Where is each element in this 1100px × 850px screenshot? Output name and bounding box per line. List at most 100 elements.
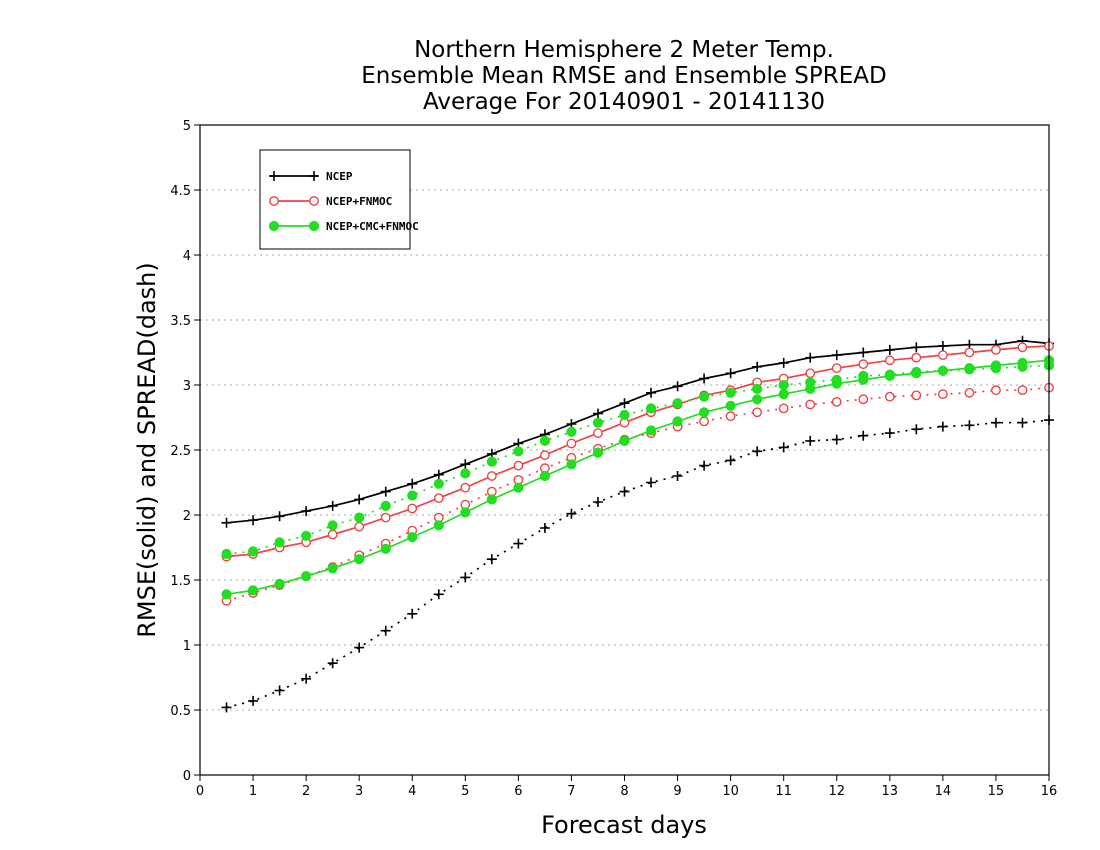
point-ncep-fnmoc-spread [884,391,895,402]
point-ncep-cmc-fnmoc-spread [433,478,444,489]
point-ncep-spread [539,523,550,533]
point-ncep-fnmoc-spread [778,403,789,414]
point-ncep-cmc-fnmoc-rmse [539,470,551,482]
gridlines [200,189,1049,711]
point-ncep-cmc-fnmoc-rmse [380,543,391,554]
point-ncep-spread [274,685,285,696]
point-ncep-cmc-fnmoc-rmse [1017,357,1028,368]
x-tick-label: 11 [775,784,792,799]
y-tick-label: 0.5 [170,704,191,719]
point-ncep-fnmoc-rmse [831,363,842,373]
point-ncep-spread [884,428,895,439]
point-ncep-cmc-fnmoc-rmse [327,563,338,574]
point-ncep-fnmoc-rmse [937,350,948,360]
point-ncep-cmc-fnmoc-rmse [778,389,789,400]
point-ncep-rmse [433,469,444,480]
point-ncep-fnmoc-spread [911,390,922,401]
point-ncep-cmc-fnmoc-spread [645,403,657,414]
legend-marker-ncep [269,171,279,181]
point-ncep-fnmoc-spread [752,407,763,418]
y-tick-label: 5 [183,119,191,134]
point-ncep-fnmoc-rmse [433,493,444,503]
line-ncep-cmc-fnmoc-spread [226,364,1050,555]
point-ncep-cmc-fnmoc-rmse [592,447,604,458]
y-axis-title: RMSE(solid) and SPREAD(dash) [133,262,161,638]
title-line-1: Northern Hemisphere 2 Meter Temp. [414,37,834,63]
point-ncep-fnmoc-rmse [380,512,391,523]
point-ncep-rmse [274,511,285,522]
point-ncep-spread [858,430,869,441]
point-ncep-spread [964,420,975,431]
point-ncep-cmc-fnmoc-spread [778,379,789,391]
point-ncep-spread [937,421,948,432]
point-ncep-rmse [327,500,338,511]
point-ncep-cmc-fnmoc-rmse [354,554,365,565]
point-ncep-cmc-fnmoc-rmse [513,482,524,493]
point-ncep-rmse [407,478,418,489]
x-tick-label: 9 [673,784,681,799]
point-ncep-rmse [752,361,763,372]
point-ncep-rmse [831,350,842,361]
point-ncep-cmc-fnmoc-spread [698,391,710,402]
point-ncep-fnmoc-rmse [964,347,975,358]
point-ncep-cmc-fnmoc-rmse [964,363,975,374]
legend-marker-ncep [309,171,319,181]
x-axis-title: Forecast days [541,811,707,839]
x-tick-label: 8 [620,784,628,799]
point-ncep-fnmoc-rmse [540,450,550,461]
point-ncep-rmse [301,506,312,517]
point-ncep-fnmoc-rmse [1017,342,1028,353]
point-ncep-rmse [699,373,710,384]
point-ncep-fnmoc-spread [725,411,736,422]
y-tick-label: 2.5 [170,444,191,459]
point-ncep-cmc-fnmoc-rmse [937,365,948,376]
point-ncep-cmc-fnmoc-spread [752,383,763,394]
point-ncep-cmc-fnmoc-spread [327,520,338,531]
point-ncep-rmse [858,347,869,358]
point-ncep-spread [672,471,683,481]
point-ncep-spread [752,446,763,457]
point-ncep-rmse [248,515,259,526]
point-ncep-cmc-fnmoc-rmse [752,394,763,405]
point-ncep-spread [486,554,497,565]
line-ncep-cmc-fnmoc-rmse [226,359,1050,596]
point-ncep-cmc-fnmoc-rmse [566,459,577,470]
point-ncep-spread [805,435,816,446]
point-ncep-fnmoc-spread [831,396,842,407]
point-ncep-spread [354,642,365,653]
point-ncep-fnmoc-rmse [407,503,418,514]
axis-ticks: 00.511.522.533.544.550 1 2 3 4 5 6 7 8 9 10 11 12 13 1… [170,119,1057,799]
point-ncep-spread [990,417,1001,428]
point-ncep-spread [460,572,471,583]
y-tick-label: 3.5 [170,314,191,329]
x-tick-label: 12 [828,784,845,799]
point-ncep-spread [778,442,789,453]
point-ncep-spread [433,589,444,600]
point-ncep-fnmoc-rmse [911,352,922,363]
title-line-2: Ensemble Mean RMSE and Ensemble SPREAD [361,63,886,89]
point-ncep-spread [566,508,577,519]
legend-marker-ncep-cmc-fnmoc [308,220,320,232]
y-tick-label: 1.5 [170,574,191,589]
point-ncep-cmc-fnmoc-rmse [645,425,657,436]
point-ncep-cmc-fnmoc-rmse [884,370,895,381]
point-ncep-cmc-fnmoc-spread [725,387,736,398]
point-ncep-spread [592,497,603,507]
point-ncep-rmse [592,408,603,419]
x-tick-label: 15 [988,784,1005,799]
point-ncep-cmc-fnmoc-spread [539,435,551,446]
point-ncep-cmc-fnmoc-rmse [831,378,842,389]
point-ncep-spread [380,625,391,636]
y-tick-label: 4 [183,249,191,264]
point-ncep-rmse [672,381,683,392]
x-tick-label: 7 [567,784,575,799]
line-ncep-fnmoc-spread [226,386,1050,602]
point-ncep-rmse [221,517,232,528]
point-ncep-cmc-fnmoc-rmse [221,589,232,600]
point-ncep-rmse [778,357,789,368]
x-tick-label: 13 [882,784,899,799]
point-ncep-cmc-fnmoc-rmse [247,585,259,596]
point-ncep-cmc-fnmoc-spread [566,426,577,437]
point-ncep-spread [1017,417,1028,428]
